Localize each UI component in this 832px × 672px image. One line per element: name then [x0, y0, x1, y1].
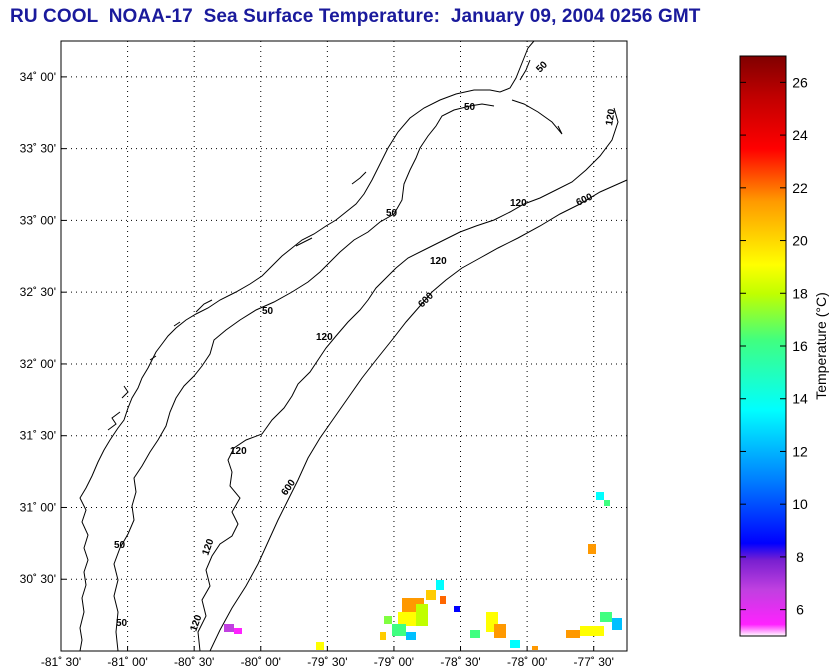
- colorbar-tick-label: 6: [796, 602, 804, 618]
- lon-tick-label: -79˚ 00': [374, 655, 414, 669]
- colorbar-label: Temperature (°C): [813, 292, 829, 400]
- lon-tick-label: -81˚ 30': [41, 655, 81, 669]
- colorbar-tick-label: 18: [792, 285, 808, 301]
- coastline: [79, 40, 535, 652]
- lat-tick-label: 30˚ 30': [20, 572, 56, 586]
- isobath-label-120-c: 120: [430, 256, 447, 267]
- isobath-120: [197, 107, 619, 652]
- map-frame: [60, 40, 628, 652]
- lon-tick-label: -78˚ 30': [440, 655, 480, 669]
- colorbar-ticks: 6 8 10 12 14 16 18 20 22 24 26: [740, 74, 808, 618]
- isobath-label-50-c: 50: [386, 208, 398, 219]
- lat-tick-label: 33˚ 30': [20, 142, 56, 156]
- isobath-label-50-e: 50: [114, 540, 126, 551]
- lat-tick-label: 33˚ 00': [20, 213, 56, 227]
- latitude-ticks: 34˚ 00' 33˚ 30' 33˚ 00' 32˚ 30' 32˚ 00' 31˚ 3…: [20, 70, 66, 586]
- lon-tick-label: -81˚ 00': [107, 655, 147, 669]
- longitude-ticks: -81˚ 30' -81˚ 00' -80˚ 30' -80˚ 00' -79˚ 30'…: [41, 646, 614, 669]
- coastline-inlets: [107, 59, 563, 431]
- colorbar-tick-label: 12: [792, 443, 808, 459]
- isobath-label-120-a: 120: [604, 108, 618, 127]
- lat-tick-label: 31˚ 00': [20, 500, 56, 514]
- lat-tick-label: 32˚ 00': [20, 357, 56, 371]
- lon-tick-label: -80˚ 30': [174, 655, 214, 669]
- lon-tick-label: -80˚ 00': [241, 655, 281, 669]
- colorbar-tick-label: 24: [792, 127, 808, 143]
- isobath-600: [209, 179, 628, 652]
- sst-pixels: [224, 492, 622, 650]
- colorbar-tick-label: 26: [792, 74, 808, 90]
- colorbar-tick-label: 8: [796, 549, 804, 565]
- isobath-label-120-b: 120: [510, 198, 527, 209]
- map-title: RU COOL NOAA-17 Sea Surface Temperature:…: [10, 6, 701, 27]
- colorbar-tick-label: 14: [792, 391, 808, 407]
- lon-tick-label: -79˚ 30': [307, 655, 347, 669]
- isobath-label-120-d: 120: [316, 332, 333, 343]
- lat-tick-label: 34˚ 00': [20, 70, 56, 84]
- colorbar-tick-label: 22: [792, 180, 808, 196]
- lat-tick-label: 32˚ 30': [20, 285, 56, 299]
- isobath-label-50-d: 50: [262, 306, 274, 317]
- lon-tick-label: -78˚ 00': [507, 655, 547, 669]
- colorbar-tick-label: 16: [792, 338, 808, 354]
- colorbar-tick-label: 20: [792, 233, 808, 249]
- lat-tick-label: 31˚ 30': [20, 429, 56, 443]
- isobath-label-50-f: 50: [116, 618, 128, 629]
- isobath-label-50-b: 50: [464, 102, 476, 113]
- colorbar: [739, 55, 787, 637]
- isobath-label-120-e: 120: [230, 446, 247, 457]
- isobath-50: [113, 103, 495, 652]
- lon-tick-label: -77˚ 30': [574, 655, 614, 669]
- colorbar-tick-label: 10: [792, 496, 808, 512]
